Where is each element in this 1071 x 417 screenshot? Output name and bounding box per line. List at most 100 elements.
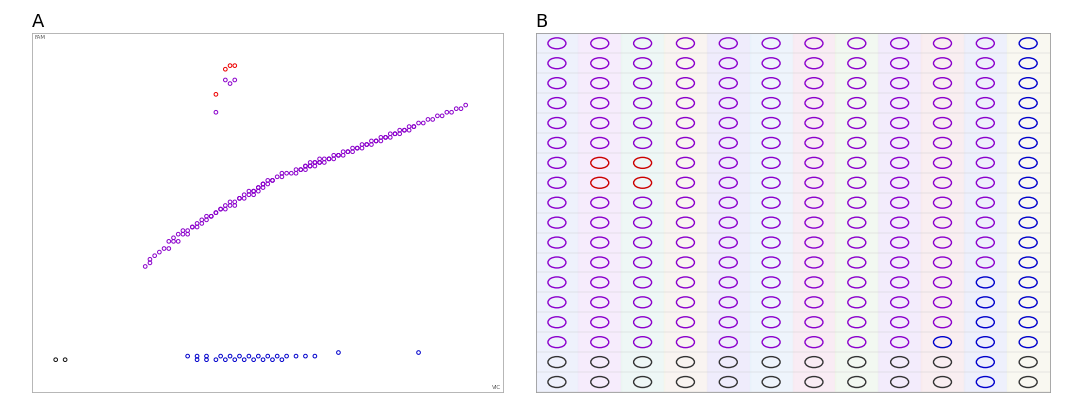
Point <box>175 227 192 234</box>
Point <box>212 353 229 359</box>
Point <box>250 353 267 359</box>
Point <box>169 231 186 238</box>
Point <box>179 353 196 359</box>
Point <box>306 159 323 166</box>
Point <box>255 184 272 191</box>
Point <box>326 156 343 162</box>
Point <box>344 145 361 151</box>
Point <box>236 357 253 363</box>
Point <box>216 206 233 212</box>
Point <box>146 252 163 259</box>
Point <box>208 209 225 216</box>
Point <box>311 156 328 162</box>
Point <box>208 357 225 363</box>
Point <box>198 213 215 220</box>
Bar <box>578 33 621 392</box>
Point <box>306 163 323 169</box>
Point <box>363 141 380 148</box>
Point <box>141 256 159 263</box>
Point <box>184 224 201 230</box>
Point <box>208 91 225 98</box>
Point <box>240 191 257 198</box>
Point <box>137 263 154 270</box>
Point <box>222 62 239 69</box>
Point <box>216 202 233 209</box>
Point <box>216 66 233 73</box>
Point <box>358 141 375 148</box>
Point <box>377 134 394 141</box>
Point <box>396 127 413 133</box>
Point <box>353 141 371 148</box>
Point <box>349 145 366 151</box>
Point <box>306 159 323 166</box>
Point <box>344 148 361 155</box>
Point <box>302 159 319 166</box>
Point <box>311 159 328 166</box>
Point <box>273 173 290 180</box>
Point <box>255 181 272 187</box>
Bar <box>707 33 750 392</box>
Point <box>287 353 304 359</box>
Point <box>231 353 248 359</box>
Text: VIC: VIC <box>492 385 501 390</box>
Point <box>226 77 243 83</box>
Point <box>169 238 186 245</box>
Point <box>193 220 210 227</box>
Point <box>297 166 314 173</box>
Bar <box>1007 33 1050 392</box>
Point <box>222 353 239 359</box>
Point <box>222 80 239 87</box>
Point <box>373 138 390 144</box>
Point <box>278 170 296 176</box>
Point <box>273 170 290 176</box>
Point <box>188 220 206 227</box>
Text: B: B <box>536 13 547 30</box>
Point <box>424 116 441 123</box>
Point <box>212 206 229 212</box>
Point <box>340 148 357 155</box>
Point <box>240 188 257 194</box>
Point <box>198 357 215 363</box>
Bar <box>921 33 964 392</box>
Point <box>226 202 243 209</box>
Point <box>269 353 286 359</box>
Point <box>202 213 220 220</box>
Bar <box>793 33 835 392</box>
Point <box>179 231 196 238</box>
Point <box>240 353 257 359</box>
Point <box>47 357 64 363</box>
Point <box>320 156 337 162</box>
Text: FAM: FAM <box>34 35 45 40</box>
Point <box>273 357 290 363</box>
Point <box>367 138 384 144</box>
Point <box>202 213 220 220</box>
Point <box>316 156 333 162</box>
Point <box>297 353 314 359</box>
Point <box>316 159 333 166</box>
Point <box>306 353 323 359</box>
Point <box>222 202 239 209</box>
Bar <box>878 33 921 392</box>
Point <box>353 145 371 151</box>
Point <box>263 177 281 184</box>
Point <box>452 106 469 112</box>
Point <box>245 191 262 198</box>
Point <box>141 259 159 266</box>
Point <box>161 238 178 245</box>
Point <box>155 245 172 252</box>
Point <box>428 113 446 119</box>
Point <box>198 216 215 223</box>
Point <box>405 123 422 130</box>
Point <box>401 123 418 130</box>
Point <box>292 166 310 173</box>
Point <box>259 181 276 187</box>
Point <box>373 134 390 141</box>
Point <box>396 127 413 133</box>
Text: A: A <box>32 13 45 30</box>
Point <box>208 209 225 216</box>
Point <box>302 163 319 169</box>
Point <box>287 166 304 173</box>
Bar <box>835 33 878 392</box>
Point <box>387 131 404 137</box>
Point <box>255 181 272 187</box>
